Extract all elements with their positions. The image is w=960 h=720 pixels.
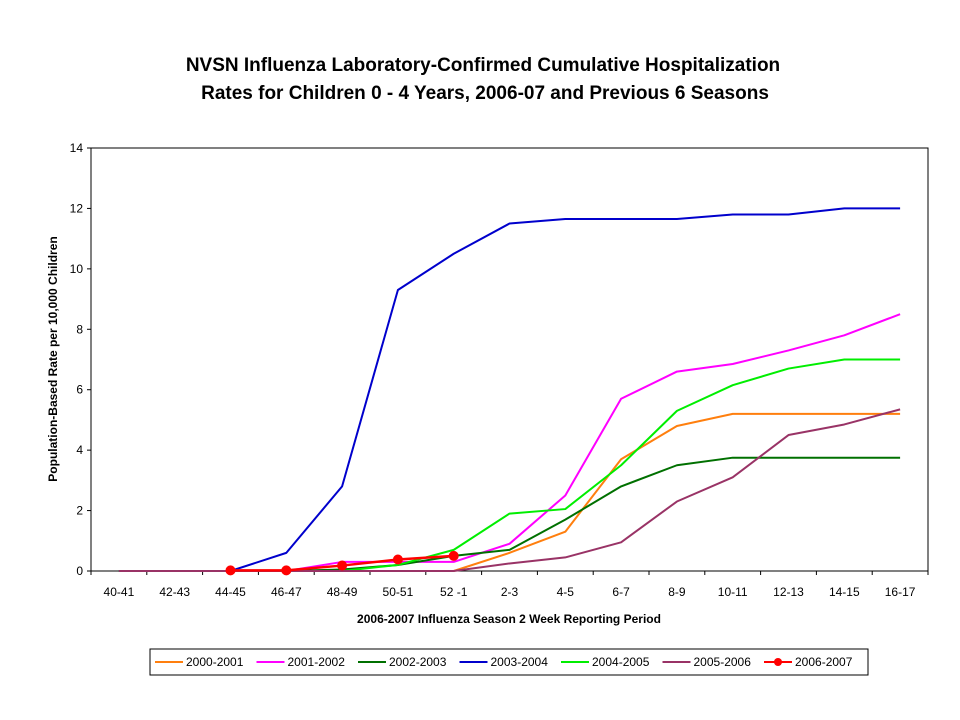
series-line xyxy=(118,408,901,572)
legend-item: 2000-2001 xyxy=(155,655,244,669)
x-tick-label: 16-17 xyxy=(885,585,916,599)
x-tick-label: 10-11 xyxy=(718,585,748,599)
chart-title: NVSN Influenza Laboratory-Confirmed Cumu… xyxy=(186,55,780,76)
data-point xyxy=(448,550,459,561)
y-tick-label: 8 xyxy=(76,322,83,336)
legend-label: 2002-2003 xyxy=(389,655,447,669)
series-line xyxy=(118,358,901,572)
legend-item: 2006-2007 xyxy=(764,655,853,669)
legend-item: 2005-2006 xyxy=(662,655,752,669)
legend-item: 2001-2002 xyxy=(256,655,346,669)
series-2000-2001 xyxy=(118,412,901,572)
legend-item: 2004-2005 xyxy=(561,655,650,669)
x-tick-label: 46-47 xyxy=(271,585,302,599)
legend-label: 2005-2006 xyxy=(694,655,752,669)
legend-item: 2002-2003 xyxy=(358,655,447,669)
y-axis: 0 2 4 6 8 10 12 14 xyxy=(70,141,91,578)
y-tick-label: 6 xyxy=(76,383,83,397)
legend-label: 2006-2007 xyxy=(795,655,853,669)
x-tick-label: 42-43 xyxy=(159,585,190,599)
plot-area xyxy=(90,147,929,572)
data-point xyxy=(337,560,348,571)
x-tick-label: 40-41 xyxy=(104,585,135,599)
y-tick-label: 2 xyxy=(76,504,83,518)
series-2005-2006 xyxy=(118,408,901,572)
data-point xyxy=(392,554,403,565)
legend-marker xyxy=(774,658,782,666)
legend xyxy=(149,648,869,676)
legend-items: 2000-2001 2001-2002 2002-2003 2003-2004 2004… xyxy=(155,655,853,669)
series-2003-2004 xyxy=(118,207,901,572)
series-line xyxy=(118,207,901,572)
x-tick-label: 4-5 xyxy=(557,585,575,599)
legend-label: 2004-2005 xyxy=(592,655,650,669)
x-axis: 40-41 42-43 44-45 46-47 48-49 50-51 52 -1 2-3 4-… xyxy=(90,571,929,599)
y-axis-label: Population-Based Rate per 10,000 Childre… xyxy=(46,236,60,481)
x-tick-label: 12-13 xyxy=(773,585,804,599)
x-tick-label: 44-45 xyxy=(215,585,246,599)
x-tick-label: 48-49 xyxy=(327,585,358,599)
x-axis-label: 2006-2007 Influenza Season 2 Week Report… xyxy=(357,612,661,626)
x-tick-label: 14-15 xyxy=(829,585,860,599)
x-tick-label: 6-7 xyxy=(612,585,630,599)
legend-item: 2003-2004 xyxy=(459,655,549,669)
y-tick-label: 12 xyxy=(70,201,84,215)
series-2006-2007 xyxy=(225,550,459,576)
x-tick-label: 52 -1 xyxy=(440,585,468,599)
x-tick-label: 2-3 xyxy=(501,585,519,599)
y-tick-label: 4 xyxy=(76,443,83,457)
y-tick-label: 0 xyxy=(76,564,83,578)
legend-label: 2001-2002 xyxy=(288,655,346,669)
series-2001-2002 xyxy=(118,313,901,572)
chart-subtitle: Rates for Children 0 - 4 Years, 2006-07 … xyxy=(201,83,769,104)
y-tick-label: 10 xyxy=(70,262,84,276)
series-layer xyxy=(118,207,901,576)
y-tick-label: 14 xyxy=(70,141,84,155)
legend-label: 2000-2001 xyxy=(186,655,244,669)
x-tick-label: 8-9 xyxy=(668,585,686,599)
series-2004-2005 xyxy=(118,358,901,572)
data-point xyxy=(281,565,292,576)
series-line xyxy=(118,313,901,572)
data-point xyxy=(225,565,236,576)
legend-label: 2003-2004 xyxy=(491,655,549,669)
x-tick-label: 50-51 xyxy=(383,585,414,599)
series-line xyxy=(118,412,901,572)
